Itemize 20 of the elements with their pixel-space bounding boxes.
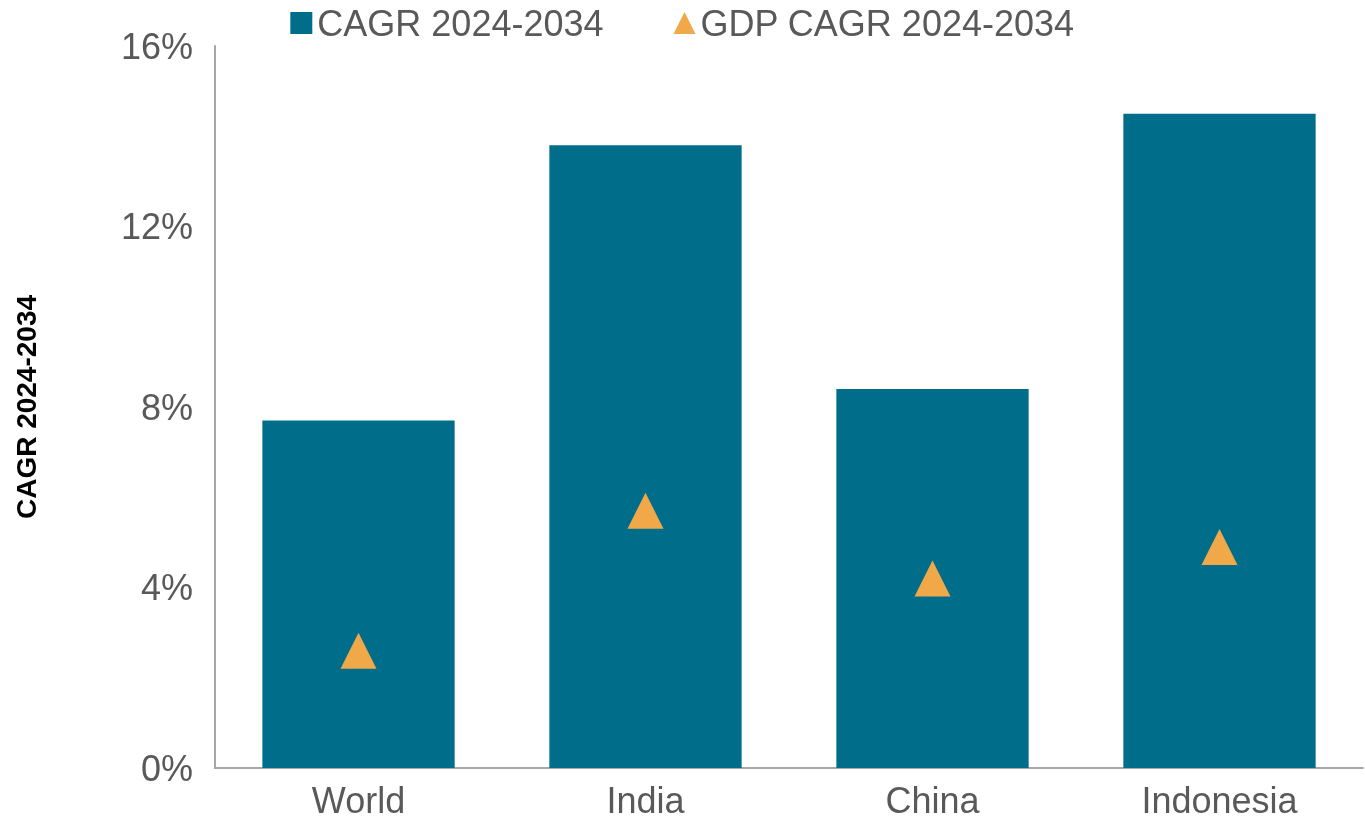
bar (836, 388, 1029, 768)
x-tick-label: Indonesia (1141, 779, 1299, 821)
point (914, 560, 951, 597)
legend-label: GDP CAGR 2024-2034 (700, 2, 1075, 44)
bar (549, 145, 742, 768)
point (1201, 528, 1238, 565)
legend-label: CAGR 2024-2034 (317, 2, 604, 44)
y-tick-label: 8% (140, 386, 193, 428)
y-tick-label: 4% (140, 567, 193, 608)
y-tick-label: 12% (120, 206, 193, 247)
bar (1123, 113, 1316, 768)
point (340, 632, 377, 669)
bar (262, 420, 455, 768)
y-tick-label: 16% (120, 25, 193, 67)
x-tick-label: China (885, 779, 981, 821)
x-tick-label: India (606, 779, 686, 821)
x-tick-label: World (311, 779, 406, 821)
y-tick-label: 0% (140, 747, 193, 789)
point (627, 492, 664, 529)
y-axis-title: CAGR 2024-2034 (10, 294, 42, 520)
